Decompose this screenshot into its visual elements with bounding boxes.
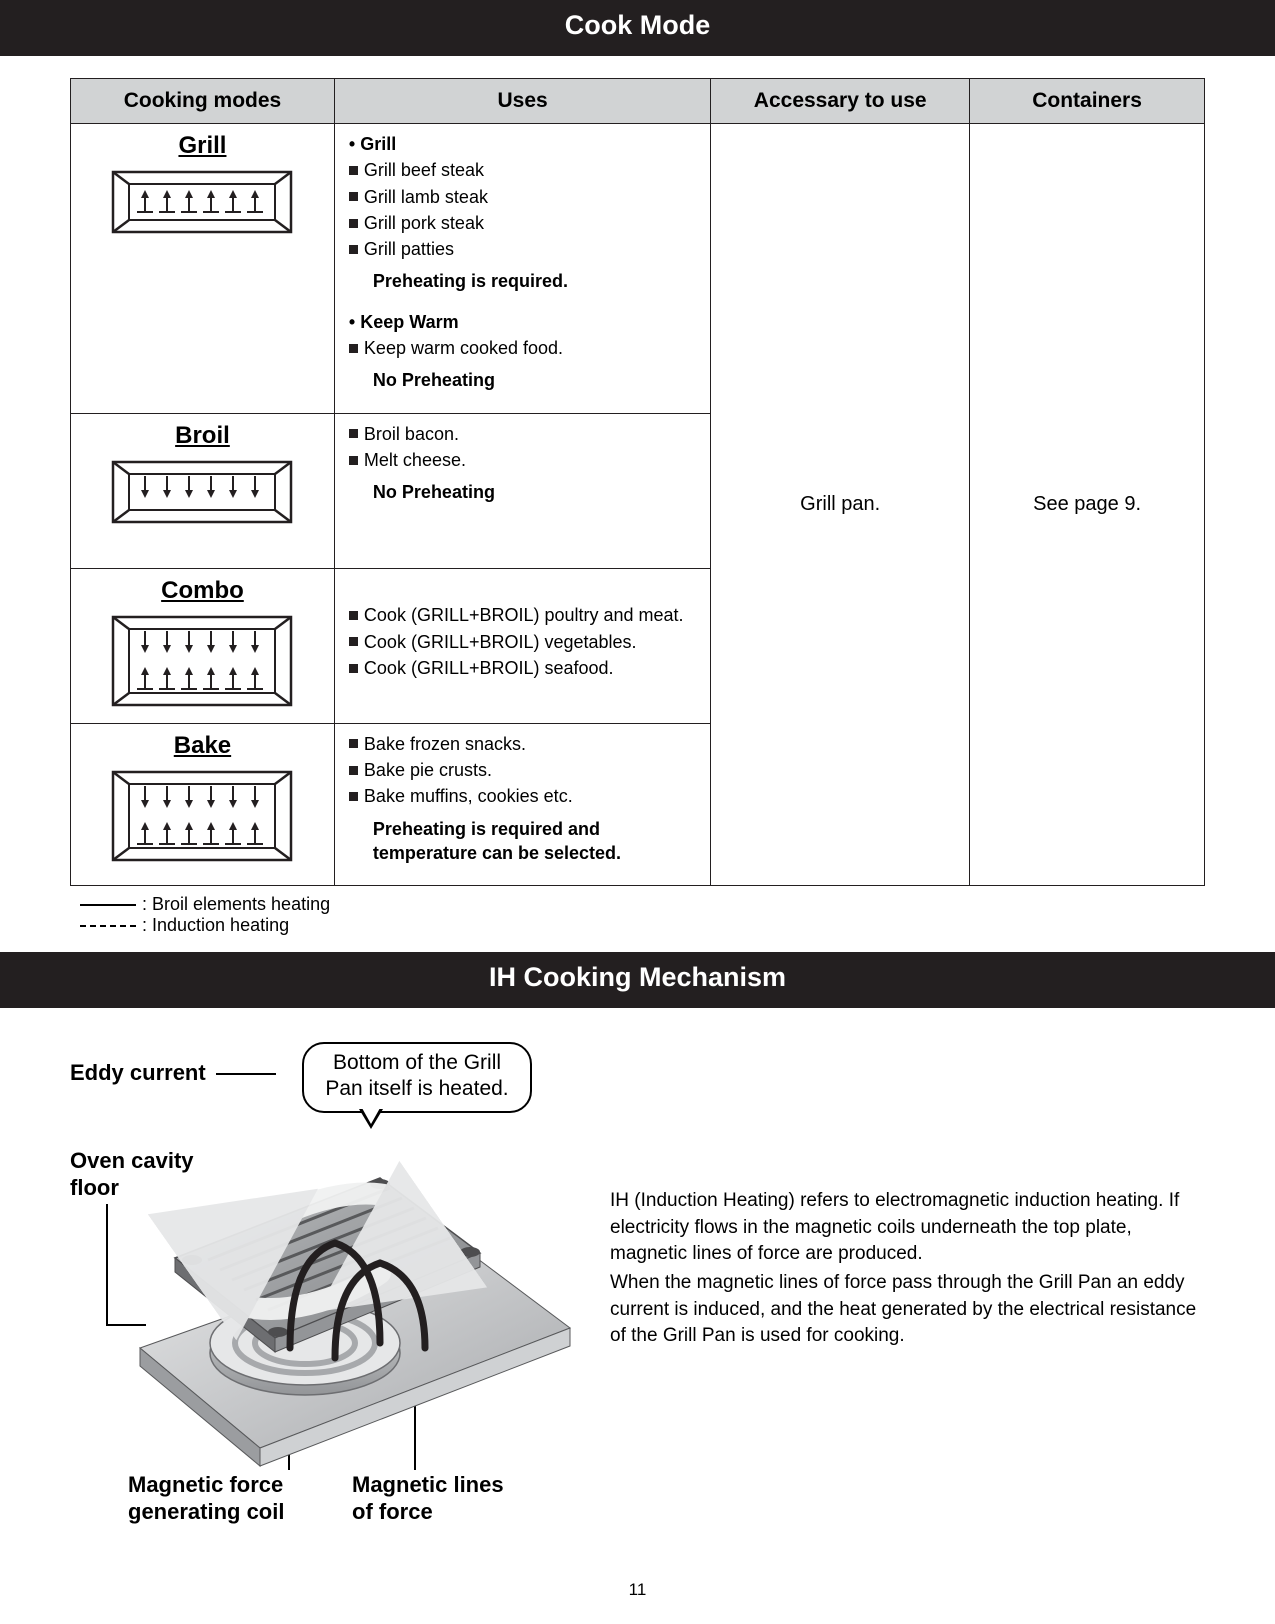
section-header-ih: IH Cooking Mechanism [0, 952, 1275, 1008]
uses-cell-broil: Broil bacon.Melt cheese.No Preheating [334, 413, 710, 568]
th-uses: Uses [334, 79, 710, 124]
cook-modes-table: Cooking modes Uses Accessary to use Cont… [70, 78, 1205, 886]
lbl-lines2: of force [352, 1499, 504, 1525]
ih-diagram: Eddy current Bottom of the Grill Pan its… [70, 1048, 580, 1538]
mode-cell-bake: Bake [71, 723, 335, 885]
lbl-coil2: generating coil [128, 1499, 284, 1525]
th-containers: Containers [970, 79, 1205, 124]
accessory-cell: Grill pan. [711, 124, 970, 886]
uses-cell-bake: Bake frozen snacks.Bake pie crusts.Bake … [334, 723, 710, 885]
legend: : Broil elements heating : Induction hea… [80, 894, 1205, 936]
lbl-coil1: Magnetic force [128, 1472, 284, 1498]
lbl-lines1: Magnetic lines [352, 1472, 504, 1498]
uses-cell-combo: Cook (GRILL+BROIL) poultry and meat.Cook… [334, 568, 710, 723]
mode-cell-broil: Broil [71, 413, 335, 568]
containers-cell: See page 9. [970, 124, 1205, 886]
mode-cell-combo: Combo [71, 568, 335, 723]
uses-cell-grill: GrillGrill beef steakGrill lamb steakGri… [334, 124, 710, 414]
mode-cell-grill: Grill [71, 124, 335, 414]
ih-description: IH (Induction Heating) refers to electro… [610, 1048, 1205, 1538]
th-modes: Cooking modes [71, 79, 335, 124]
legend-dashed: : Induction heating [142, 915, 289, 935]
legend-solid: : Broil elements heating [142, 894, 330, 914]
page-number: 11 [0, 1568, 1275, 1624]
lbl-eddy: Eddy current [70, 1060, 206, 1085]
section-header-cook-mode: Cook Mode [0, 0, 1275, 56]
th-accessory: Accessary to use [711, 79, 970, 124]
